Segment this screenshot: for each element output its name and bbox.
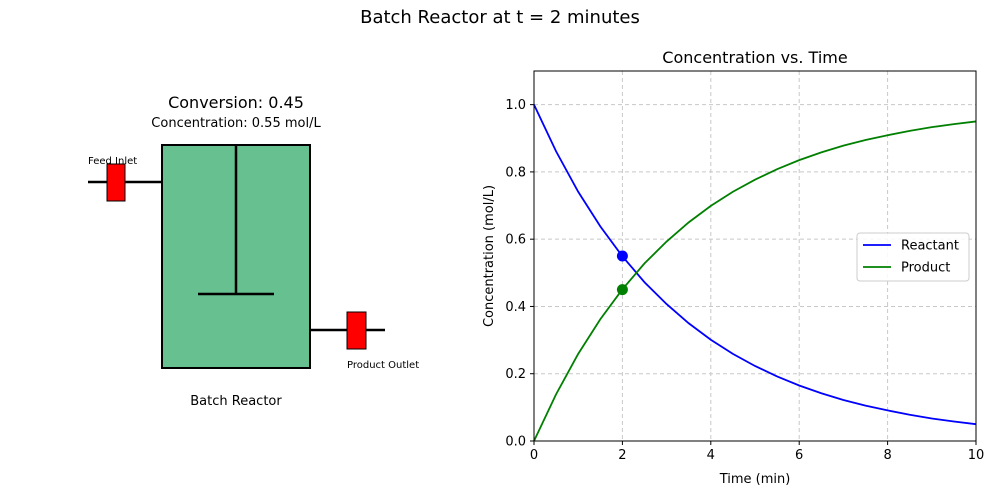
chart-series bbox=[533, 104, 977, 442]
series-line-product bbox=[533, 120, 977, 442]
product-outlet-label: Product Outlet bbox=[347, 360, 419, 371]
marker-product bbox=[616, 284, 628, 296]
y-tick-label: 0.4 bbox=[505, 300, 526, 315]
legend-entry: Reactant bbox=[901, 239, 959, 254]
legend-entry: Product bbox=[901, 261, 950, 276]
chart-ticks: 0 2 4 6 8 10 0.0 0.2 0.4 0.6 0.8 1.0 bbox=[505, 98, 984, 463]
reactor-label: Batch Reactor bbox=[190, 394, 282, 409]
y-tick-label: 0.0 bbox=[505, 435, 526, 450]
figure-title: Batch Reactor at t = 2 minutes bbox=[360, 7, 640, 28]
series-line-reactant bbox=[533, 104, 977, 426]
x-tick-label: 10 bbox=[968, 448, 985, 463]
y-tick-label: 0.8 bbox=[505, 165, 526, 180]
x-tick-label: 2 bbox=[618, 448, 626, 463]
chart-legend: Reactant Product bbox=[856, 232, 970, 282]
chart-markers bbox=[616, 250, 628, 296]
x-axis-label: Time (min) bbox=[719, 472, 791, 487]
marker-reactant bbox=[616, 250, 628, 262]
x-tick-label: 4 bbox=[707, 448, 715, 463]
product-outlet-valve bbox=[346, 311, 367, 350]
x-tick-label: 8 bbox=[883, 448, 891, 463]
plot-area-frame bbox=[533, 70, 977, 442]
feed-inlet-valve bbox=[106, 163, 126, 202]
y-tick-label: 0.6 bbox=[505, 233, 526, 248]
concentration-chart: Concentration vs. Time 0 2 4 6 8 100.00.20.40… bbox=[482, 48, 984, 487]
y-tick-label: 1.0 bbox=[505, 98, 526, 113]
conversion-text: Conversion: 0.45 bbox=[168, 93, 304, 112]
chart-title: Concentration vs. Time bbox=[662, 48, 847, 67]
reactor-diagram: Conversion: 0.45 Concentration: 0.55 mol… bbox=[88, 93, 419, 409]
concentration-text: Concentration: 0.55 mol/L bbox=[151, 116, 321, 131]
x-tick-label: 0 bbox=[530, 448, 538, 463]
x-tick-label: 6 bbox=[795, 448, 803, 463]
feed-inlet-label: Feed Inlet bbox=[88, 156, 137, 167]
y-tick-label: 0.2 bbox=[505, 367, 526, 382]
y-axis-label: Concentration (mol/L) bbox=[482, 185, 497, 327]
